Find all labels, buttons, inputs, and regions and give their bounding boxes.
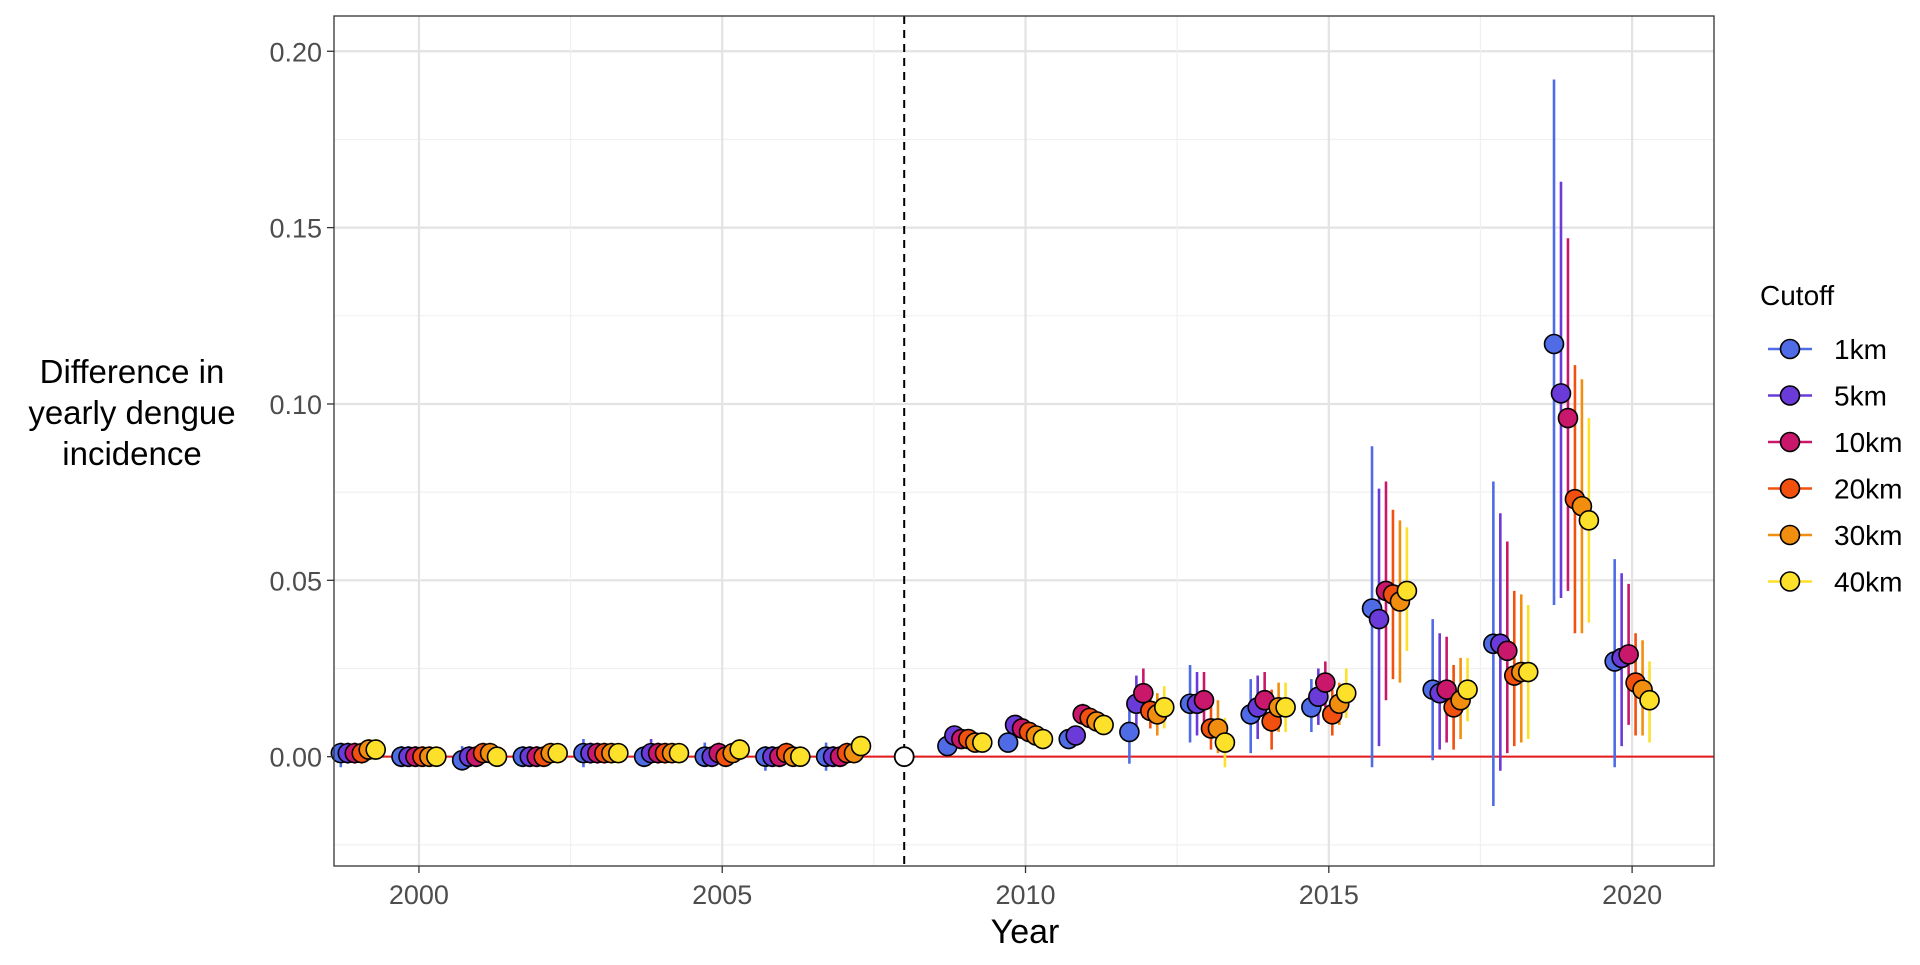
legend-item: 10km (1768, 427, 1902, 458)
y-axis-title-line: incidence (62, 435, 201, 472)
legend-item: 20km (1768, 474, 1902, 505)
point-10km (1133, 682, 1154, 704)
x-axis-title: Year (991, 913, 1060, 951)
point-40km (1396, 580, 1418, 602)
point-1km (997, 732, 1019, 753)
legend-title: Cutoff (1760, 280, 1834, 311)
legend-item: 40km (1768, 567, 1902, 598)
y-tick-label: 0.05 (269, 566, 322, 596)
y-axis-title-line: Difference in (40, 353, 225, 390)
legend-key-point (1779, 431, 1801, 453)
x-tick-label: 2010 (995, 880, 1055, 910)
legend-item: 1km (1768, 334, 1887, 365)
legend-key-point (1779, 385, 1801, 406)
point-40km (486, 746, 508, 767)
legend-label: 30km (1834, 520, 1902, 551)
legend-item: 30km (1768, 520, 1902, 551)
point-40km (729, 739, 750, 760)
legend-label: 40km (1834, 567, 1902, 598)
point-40km (850, 735, 872, 757)
y-tick-label: 0.00 (269, 743, 322, 773)
plot-border (333, 15, 1715, 867)
data-points (330, 333, 1660, 771)
y-tick-label: 0.10 (269, 390, 322, 420)
point-40km (1093, 714, 1114, 736)
point-10km (1618, 644, 1639, 665)
y-tick-label: 0.20 (269, 37, 322, 67)
point-40km (1457, 679, 1478, 700)
point-40km (668, 742, 690, 764)
legend-item: 5km (1768, 381, 1887, 412)
legend-key-point (1779, 478, 1801, 499)
data-marks (330, 79, 1660, 807)
y-tick-label: 0.15 (269, 214, 322, 244)
legend-label: 1km (1834, 334, 1887, 365)
x-tick-label: 2020 (1602, 880, 1662, 910)
x-tick-label: 2000 (389, 880, 449, 910)
legend-label: 10km (1834, 427, 1902, 458)
point-40km (1275, 696, 1296, 718)
legend-key-point (1779, 338, 1801, 360)
point-5km (1065, 725, 1087, 746)
point-40km (1639, 689, 1660, 711)
point-40km (1032, 728, 1054, 750)
y-axis-title-line: yearly dengue (28, 394, 235, 431)
point-40km (1153, 696, 1175, 718)
legend-items: 1km 5km 10km 20km 30km 40km (1768, 334, 1902, 598)
point-40km (1214, 732, 1236, 753)
legend: Cutoff 1km 5km 10km 20km 30km 40km (1760, 280, 1902, 598)
point-40km (547, 742, 568, 764)
point-1km (1543, 333, 1565, 355)
legend-label: 5km (1834, 381, 1887, 412)
point-10km (1557, 407, 1579, 429)
legend-label: 20km (1834, 474, 1902, 505)
legend-key-point (1779, 571, 1801, 592)
grid (334, 16, 1714, 866)
legend-key-point (1779, 524, 1801, 546)
point-40km (1517, 661, 1539, 683)
axes: 0.00 0.05 0.10 0.15 0.20 2000 2005 2010 2015 2020 (269, 37, 1662, 910)
reference-point (893, 746, 915, 768)
point-40km (1335, 682, 1357, 704)
point-40km (426, 746, 447, 767)
point-10km (1436, 679, 1457, 700)
point-1km (1119, 721, 1140, 743)
point-10km (1315, 672, 1336, 693)
point-10km (1193, 689, 1215, 711)
point-40km (971, 732, 993, 753)
x-tick-label: 2005 (692, 880, 752, 910)
y-axis-title: Difference in yearly dengue incidence (28, 353, 235, 472)
point-40km (608, 742, 629, 764)
point-5km (1550, 383, 1572, 404)
point-40km (365, 739, 387, 760)
point-5km (1368, 608, 1390, 630)
point-40km (790, 746, 811, 767)
point-10km (1497, 640, 1518, 662)
point-40km (1578, 510, 1600, 531)
x-tick-label: 2015 (1299, 880, 1359, 910)
